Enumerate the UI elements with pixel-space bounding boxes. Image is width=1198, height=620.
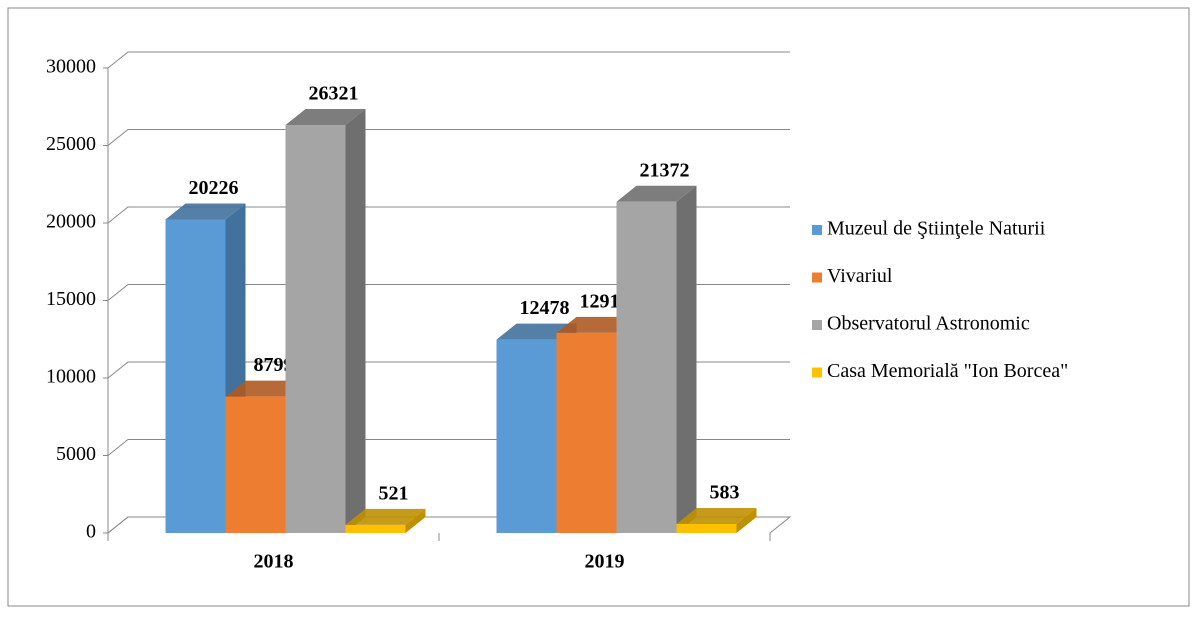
x-tick-label: 2018 [254, 551, 294, 573]
bar-front [225, 396, 286, 533]
legend-swatch [812, 320, 822, 330]
bar-front [345, 524, 406, 533]
grid-line [107, 51, 790, 69]
y-tick-label: 25000 [46, 133, 96, 155]
bar-front [285, 125, 346, 533]
bar [345, 508, 426, 533]
bar-side [676, 185, 697, 533]
y-tick-label: 20000 [46, 211, 96, 233]
bar [285, 109, 366, 533]
data-label: 583 [710, 482, 740, 504]
bar-top [165, 203, 246, 220]
legend-swatch [812, 225, 822, 235]
grid-line [107, 284, 790, 301]
legend-label: Vivariul [827, 265, 893, 287]
grid-line [107, 206, 790, 224]
data-label: 20226 [189, 177, 239, 199]
legend-swatch [812, 272, 822, 283]
bar-front [556, 332, 617, 533]
y-tick-label: 0 [86, 521, 96, 543]
legend-label: Casa Memorială "Ion Borcea" [827, 360, 1068, 382]
legend-label: Observatorul Astronomic [827, 313, 1030, 335]
data-label: 12478 [520, 297, 570, 319]
bar-top [676, 507, 757, 524]
data-label: 21372 [640, 159, 690, 181]
legend-swatch [812, 367, 822, 378]
bar-side [736, 507, 757, 533]
y-tick-label: 30000 [46, 56, 96, 78]
y-tick-label: 10000 [46, 366, 96, 388]
bar-front [165, 219, 226, 533]
bar [616, 185, 697, 533]
data-label: 26321 [309, 83, 359, 105]
bar-front [496, 339, 557, 533]
data-label: 521 [379, 483, 409, 505]
grid-line [107, 129, 790, 146]
bar-front [676, 523, 737, 533]
x-tick-label: 2019 [585, 551, 625, 573]
data-label: 8799 [254, 354, 294, 376]
bar-top [345, 508, 426, 525]
bar-side [345, 109, 366, 533]
bar-top [616, 185, 697, 202]
bar-side [405, 508, 426, 533]
y-tick-label: 15000 [46, 288, 96, 310]
legend-label: Muzeul de Ştiinţele Naturii [827, 218, 1046, 240]
bar [676, 507, 757, 533]
bar-front [616, 201, 677, 533]
y-tick-label: 5000 [56, 443, 96, 465]
bar-top [285, 109, 366, 126]
